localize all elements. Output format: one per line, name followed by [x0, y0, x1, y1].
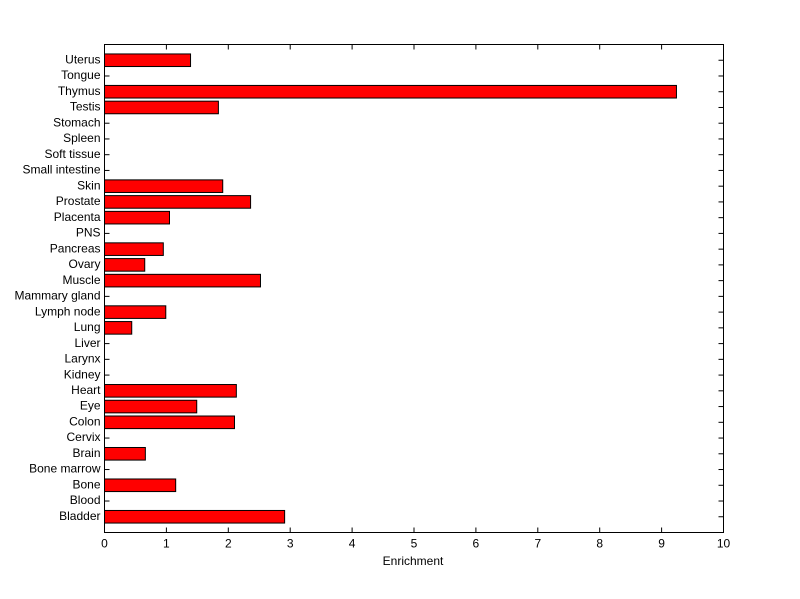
y-tick-label: Heart [71, 383, 101, 397]
y-tick-label: Tongue [61, 68, 101, 82]
y-tick-label: Brain [72, 446, 100, 460]
x-tick-label: 7 [534, 537, 541, 551]
y-tick-label: Pancreas [50, 241, 101, 255]
y-tick-label: Small intestine [22, 163, 100, 177]
bar [104, 195, 252, 209]
y-tick-label: Colon [69, 414, 100, 428]
x-tick-label: 1 [163, 537, 170, 551]
y-tick-label: PNS [76, 226, 101, 240]
bar [104, 305, 167, 319]
x-axis-label: Enrichment [383, 554, 444, 568]
y-tick-label: Muscle [62, 273, 100, 287]
y-tick-label: Stomach [53, 115, 100, 129]
bar [104, 273, 261, 288]
bar [104, 100, 219, 115]
x-tick-label: 5 [411, 537, 418, 551]
y-tick-label: Soft tissue [44, 147, 100, 161]
y-tick-label: Bone marrow [29, 462, 101, 476]
bar [104, 415, 235, 430]
x-tick-label: 8 [596, 537, 603, 551]
bar [104, 321, 133, 335]
y-tick-label: Ovary [68, 257, 100, 271]
x-tick-label: 2 [225, 537, 232, 551]
x-tick-label: 6 [473, 537, 480, 551]
bar [104, 446, 146, 461]
bar [104, 399, 198, 414]
y-tick-label: Liver [74, 336, 100, 350]
bar [104, 210, 170, 225]
y-tick-label: Bone [72, 477, 100, 491]
y-tick-label: Thymus [58, 84, 101, 98]
y-tick-label: Uterus [65, 52, 100, 66]
bar [104, 384, 237, 398]
y-tick-label: Lymph node [35, 304, 101, 318]
y-tick-label: Testis [70, 100, 101, 114]
y-tick-label: Larynx [64, 352, 100, 366]
y-tick-label: Skin [77, 178, 100, 192]
plot-area [104, 44, 724, 533]
y-tick-label: Bladder [59, 509, 100, 523]
y-tick-label: Prostate [56, 194, 101, 208]
bar [104, 258, 146, 272]
y-tick-label: Lung [74, 320, 101, 334]
y-tick-label: Eye [80, 399, 101, 413]
y-tick-label: Blood [70, 493, 101, 507]
bar [104, 242, 164, 256]
bar [104, 509, 286, 524]
bar [104, 179, 224, 193]
x-tick-label: 3 [287, 537, 294, 551]
x-tick-label: 0 [101, 537, 108, 551]
y-tick-label: Kidney [64, 367, 101, 381]
bar [104, 53, 192, 68]
x-tick-label: 9 [658, 537, 665, 551]
bar [104, 478, 177, 493]
x-tick-label: 4 [349, 537, 356, 551]
x-tick-label: 10 [717, 537, 731, 551]
bar [104, 84, 677, 99]
y-tick-label: Spleen [63, 131, 100, 145]
y-tick-label: Cervix [66, 430, 100, 444]
y-tick-label: Mammary gland [14, 289, 100, 303]
y-tick-label: Placenta [54, 210, 101, 224]
